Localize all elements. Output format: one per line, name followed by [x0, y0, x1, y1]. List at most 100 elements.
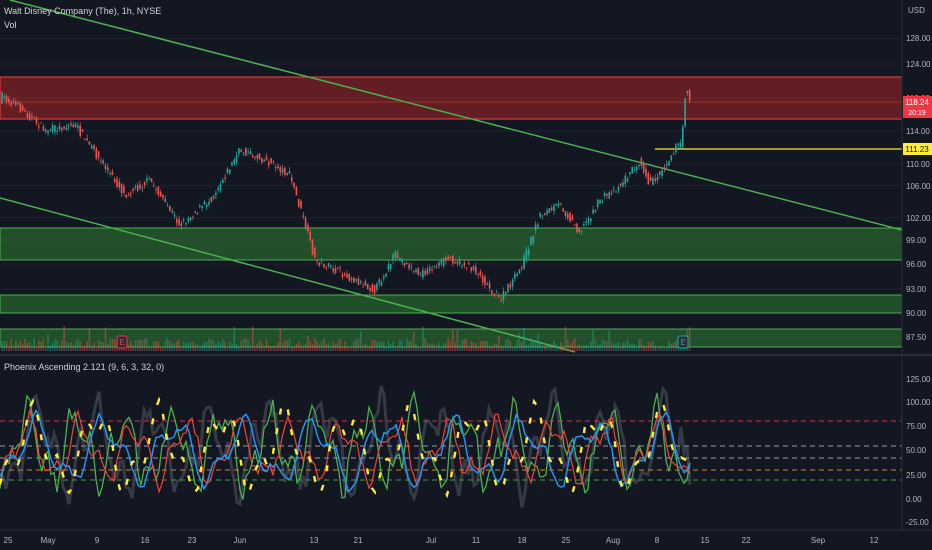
candle-body	[231, 161, 233, 166]
volume-bar	[291, 347, 293, 351]
symbol-title[interactable]: Walt Disney Company (The), 1h, NYSE	[4, 6, 161, 16]
volume-bar	[5, 341, 8, 351]
earnings-marker-right[interactable]: E	[677, 335, 689, 349]
candle-body	[500, 300, 502, 302]
candle-body	[274, 167, 277, 169]
candle-body	[74, 123, 77, 128]
candle-body	[189, 217, 192, 221]
volume-bar	[88, 327, 91, 351]
indicator-axis[interactable]: 125.00 100.00 75.00 50.00 25.00 0.00 -25.00	[906, 375, 931, 527]
volume-bar	[548, 347, 551, 351]
volume-bar	[580, 347, 583, 351]
volume-bar	[210, 339, 213, 351]
candle-body	[263, 160, 265, 162]
volume-bar	[624, 343, 627, 351]
candle-body	[323, 263, 325, 268]
volume-bar	[311, 344, 314, 351]
volume-bar	[518, 333, 521, 351]
volume-bar	[215, 344, 217, 351]
volume-bar	[309, 341, 311, 351]
price-axis-label: 124.00	[906, 60, 931, 69]
volume-bar	[288, 338, 291, 351]
candle-body	[461, 266, 463, 268]
candle-body	[100, 160, 102, 162]
earnings-marker-left[interactable]: E	[116, 335, 128, 349]
candle-body	[208, 201, 210, 205]
candle-body	[330, 265, 332, 267]
volume-bar	[49, 345, 52, 351]
candle-body	[247, 151, 249, 153]
candle-body	[185, 222, 187, 225]
volume-bar	[159, 347, 162, 351]
candle-body	[169, 205, 171, 211]
candle-body	[240, 149, 242, 152]
volume-bar	[67, 343, 70, 351]
candle-body	[58, 125, 61, 130]
volume-bar	[527, 344, 530, 351]
svg-text:E: E	[680, 338, 685, 347]
volume-bar	[316, 341, 318, 351]
volume-bar	[261, 342, 263, 351]
candle-body	[88, 141, 91, 145]
price-pane[interactable]	[0, 0, 902, 352]
volume-legend[interactable]: Vol	[4, 20, 17, 30]
candle-body	[511, 279, 514, 287]
volume-bar	[449, 340, 452, 351]
candle-body	[24, 110, 26, 112]
volume-bar	[410, 340, 413, 351]
volume-bar	[339, 339, 341, 351]
candle-body	[525, 249, 528, 261]
candle-body	[622, 182, 624, 187]
volume-bar	[254, 346, 256, 351]
candle-body	[429, 267, 431, 271]
volume-bar	[373, 339, 376, 351]
last-price-tag: 118.24 20:19	[903, 96, 932, 118]
volume-bar	[1, 340, 3, 351]
candle-body	[281, 168, 284, 173]
candle-body	[295, 187, 298, 196]
volume-bar	[245, 338, 247, 351]
candle-body	[212, 195, 215, 199]
volume-bar	[502, 346, 505, 351]
candle-body	[509, 284, 512, 288]
indicator-axis-label: 50.00	[906, 446, 927, 455]
volume-bar	[341, 347, 344, 351]
volume-bar	[205, 341, 208, 351]
candle-body	[534, 224, 537, 231]
candle-body	[139, 184, 141, 189]
upper-trendline[interactable]	[9, 0, 903, 231]
volume-bar	[178, 339, 180, 351]
candle-body	[109, 172, 111, 174]
candle-body	[95, 148, 98, 159]
candle-body	[410, 266, 413, 268]
volume-bar	[509, 340, 512, 351]
price-axis[interactable]: 128.00124.00118.00114.00110.00106.00102.…	[906, 34, 931, 342]
candle-body	[194, 211, 196, 213]
candle-body	[182, 219, 185, 221]
candle-body	[541, 215, 544, 217]
volume-bar	[233, 327, 236, 351]
price-axis-label: 114.00	[906, 127, 930, 136]
candle-body	[65, 127, 68, 130]
candle-body	[49, 129, 52, 131]
volume-bar	[447, 338, 449, 351]
candle-body	[636, 166, 638, 171]
indicator-axis-label: -25.00	[906, 518, 929, 527]
candle-body	[484, 276, 486, 286]
volume-bar	[454, 343, 456, 351]
volume-bar	[212, 340, 215, 351]
candle-body	[546, 210, 548, 215]
volume-bar	[192, 342, 194, 351]
volume-bar	[488, 345, 491, 351]
candle-body	[153, 184, 155, 186]
volume-bar	[376, 341, 378, 351]
volume-bar	[389, 343, 392, 351]
volume-bar	[507, 338, 509, 351]
lower-trendline[interactable]	[0, 197, 576, 353]
indicator-title[interactable]: Phoenix Ascending 2.121 (9, 6, 3, 32, 0)	[4, 362, 164, 372]
candle-body	[385, 273, 387, 277]
volume-bar	[472, 342, 475, 351]
time-axis[interactable]: 25 May 9 16 23 Jun 13 21 Jul 11 18 25 Aug 8 15 22 Sep 12	[4, 536, 879, 545]
candle-body	[449, 256, 452, 258]
